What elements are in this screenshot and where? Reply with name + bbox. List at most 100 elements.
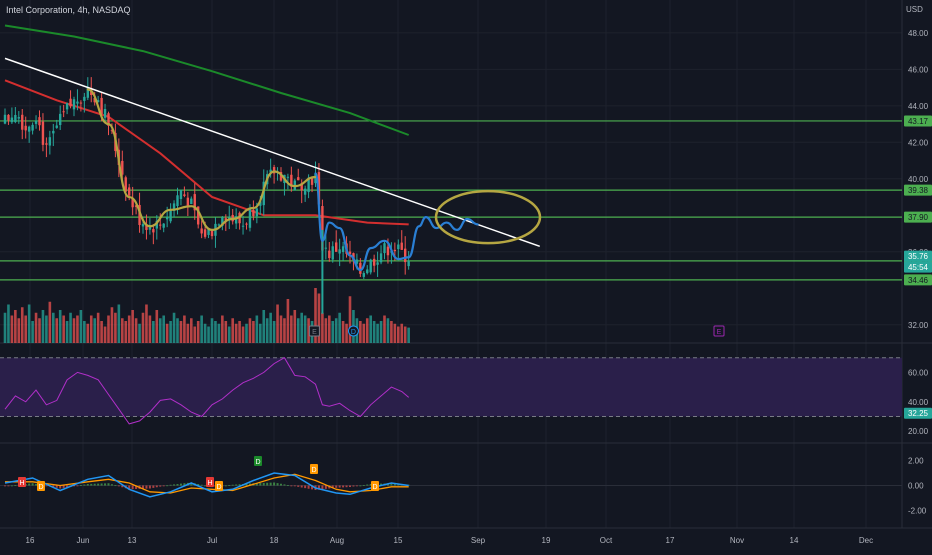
volume-bar (114, 312, 117, 343)
candle-body (272, 167, 276, 174)
candle (369, 258, 372, 275)
candle (48, 130, 52, 155)
volume-bar (138, 323, 141, 343)
volume-bar (52, 312, 55, 343)
event-marker[interactable]: D (347, 325, 359, 337)
macd-signal-marker-text: D (38, 484, 43, 491)
volume-bar (193, 326, 197, 343)
candle (31, 122, 34, 135)
candle-body (241, 225, 245, 227)
volume-bar (169, 321, 172, 343)
candle-body (152, 229, 155, 233)
volume-bar (69, 312, 72, 343)
price-level-tag-text: 39.38 (908, 186, 929, 195)
candle (366, 265, 369, 275)
volume-bar (227, 326, 231, 343)
candle (79, 100, 83, 112)
volume-bar (131, 310, 134, 343)
macd-histogram-bar (100, 483, 103, 486)
macd-histogram-bar (135, 485, 138, 489)
candle-body (179, 189, 183, 200)
volume-bar (217, 323, 221, 343)
macd-signal-marker-text: H (19, 480, 24, 487)
macd-histogram-bar (335, 485, 338, 488)
candle-body (372, 258, 376, 266)
volume-bar (328, 315, 331, 343)
volume-bar (200, 315, 203, 343)
macd-histogram-bar (266, 482, 269, 486)
candle (372, 254, 376, 273)
candle-body (369, 259, 372, 273)
candle (190, 196, 193, 205)
volume-bar (303, 315, 307, 343)
macd-histogram-bar (73, 485, 75, 487)
volume-bar (89, 315, 93, 343)
x-tick-label: 15 (394, 536, 403, 545)
volume-bar (203, 323, 207, 343)
candle (186, 192, 190, 217)
candle-body (96, 100, 100, 103)
volume-bar (134, 318, 138, 343)
event-marker-frame (308, 325, 320, 337)
candle-body (34, 120, 38, 124)
candle-body (338, 249, 341, 254)
price-axis-tick-label: 44.00 (908, 102, 929, 111)
rsi-axis-tick-label: 20.00 (908, 427, 929, 436)
volume-bar (362, 323, 366, 343)
volume-bar (103, 326, 107, 343)
candle-body (331, 246, 334, 260)
macd-axis-tick-label: 2.00 (908, 457, 924, 466)
macd-histogram-bar (324, 485, 327, 489)
candle (124, 175, 127, 201)
candle (303, 185, 307, 202)
macd-histogram-bar (173, 484, 176, 486)
candle (131, 186, 134, 216)
macd-signal-marker-text: H (207, 480, 212, 487)
candle-body (21, 114, 24, 130)
candle-body (324, 247, 328, 249)
candle (83, 92, 86, 113)
macd-histogram-bar (273, 482, 276, 486)
event-marker[interactable]: E (713, 325, 725, 337)
macd-histogram-bar (90, 483, 93, 486)
candle-body (310, 177, 314, 185)
macd-histogram-bar (145, 485, 148, 489)
candle-body (83, 96, 86, 101)
volume-bar (324, 318, 328, 343)
candle-body (314, 173, 317, 184)
macd-histogram-bar (86, 484, 89, 486)
macd-histogram-bar (7, 485, 10, 487)
macd-histogram-bar (31, 483, 34, 486)
candle (286, 173, 290, 190)
candle-body (234, 216, 238, 224)
volume-bar (252, 321, 255, 343)
volume-bar (62, 315, 65, 343)
volume-bar (176, 318, 179, 343)
price-level-tag-bg (904, 211, 932, 223)
candle-body (86, 87, 89, 98)
candle-body (145, 225, 148, 230)
price-levels (0, 120, 902, 281)
candle-body (10, 117, 14, 123)
candle (341, 241, 345, 261)
volume-bar (24, 315, 27, 343)
price-level-tag-bg (904, 274, 932, 286)
volume-bar (190, 318, 193, 343)
volume-bar (155, 310, 159, 343)
candle (376, 251, 379, 277)
candle (272, 164, 276, 184)
candle (238, 211, 241, 230)
macd-histogram-bar (338, 485, 341, 488)
macd-histogram-bar (10, 485, 13, 487)
candle-body (76, 101, 79, 104)
volume-bar (34, 312, 38, 343)
candle-body (221, 217, 224, 227)
macd-histogram-bar (231, 484, 234, 486)
macd-axis-tick-label: 0.00 (908, 482, 924, 491)
price-level-tag: 34.46 (904, 274, 932, 286)
event-marker[interactable]: E (308, 325, 320, 337)
candle (45, 137, 48, 158)
candle-body (203, 229, 207, 237)
